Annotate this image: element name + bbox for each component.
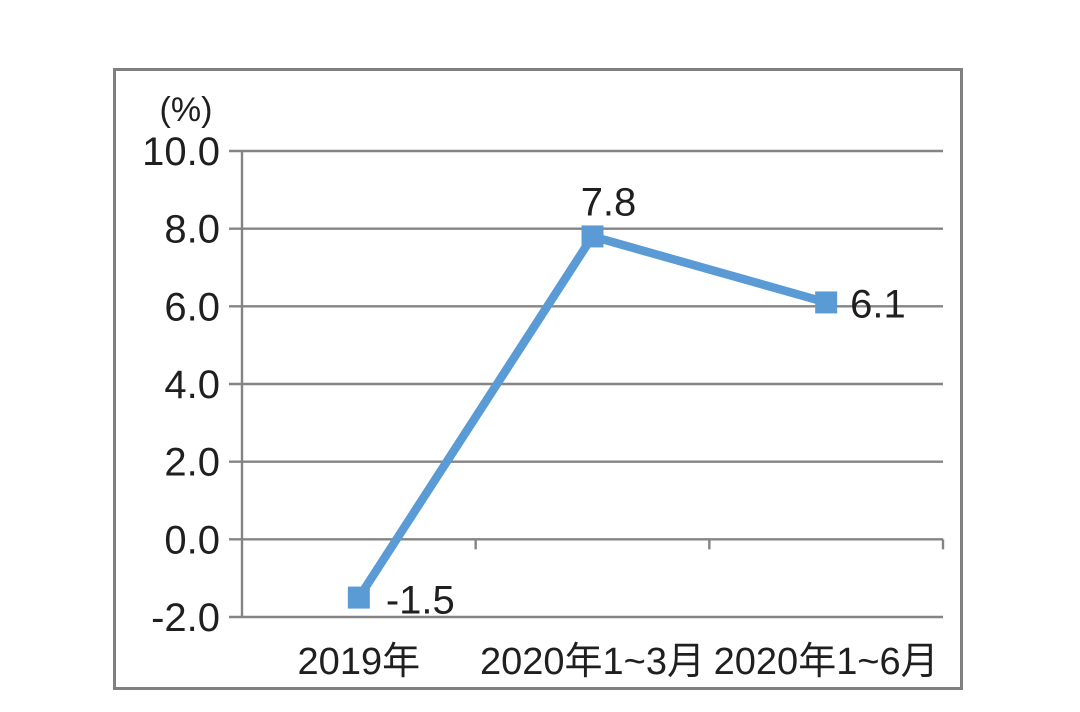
- y-tick-label: 6.0: [164, 285, 220, 329]
- y-tick-label: -2.0: [151, 596, 220, 640]
- data-point-label: 7.8: [581, 180, 637, 224]
- x-category-label: 2019年: [298, 641, 421, 683]
- plot-frame: [113, 68, 963, 690]
- data-point-label: 6.1: [850, 282, 906, 326]
- y-tick-label: 10.0: [142, 130, 220, 174]
- data-point-marker: [581, 225, 604, 248]
- y-tick-label: 2.0: [164, 441, 220, 485]
- data-point-marker: [347, 586, 370, 609]
- y-tick-label: 4.0: [164, 363, 220, 407]
- data-point-label: -1.5: [386, 579, 455, 623]
- y-tick-label: 0.0: [164, 518, 220, 562]
- y-axis-unit-label: (%): [160, 91, 213, 129]
- data-point-marker: [815, 291, 838, 314]
- x-category-label: 2020年1~6月: [714, 641, 939, 683]
- y-tick-label: 8.0: [164, 208, 220, 252]
- x-category-label: 2020年1~3月: [480, 641, 705, 683]
